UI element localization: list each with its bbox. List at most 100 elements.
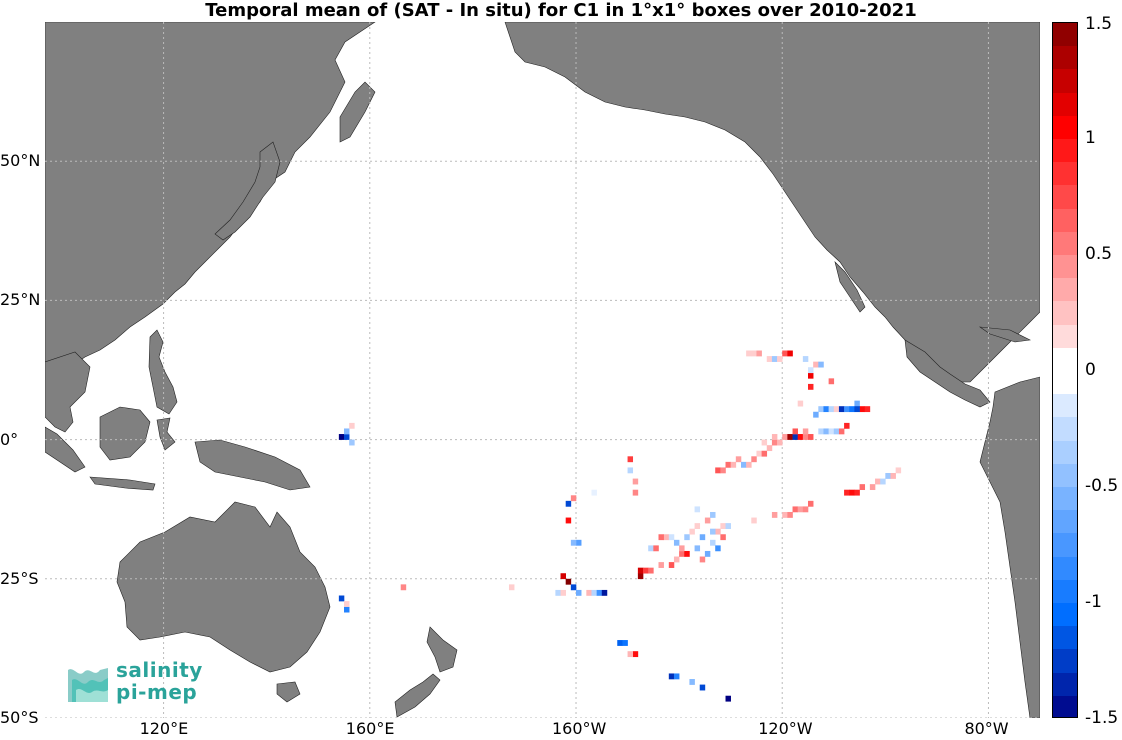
land-indochina	[44, 351, 91, 433]
data-cell	[679, 545, 685, 552]
data-cell	[704, 517, 711, 524]
land-new-zealand-south	[394, 673, 441, 718]
data-cell	[808, 500, 814, 507]
data-cell	[854, 406, 860, 413]
data-cell	[869, 484, 876, 491]
data-cell	[673, 539, 680, 546]
land-sulawesi	[156, 417, 176, 451]
data-cell	[699, 534, 706, 541]
data-cell	[833, 406, 840, 413]
data-cell	[632, 651, 639, 658]
data-cell	[777, 356, 783, 362]
data-cells	[338, 350, 902, 702]
colorbar-segment	[1053, 92, 1077, 117]
data-cell	[653, 545, 659, 552]
data-cell	[746, 350, 752, 357]
data-cell	[818, 428, 824, 435]
data-cell	[751, 456, 757, 463]
data-cell	[818, 406, 824, 413]
colorbar-segment	[1053, 371, 1077, 396]
land-sumatra	[44, 426, 86, 473]
colorbar-tick-label: 1	[1085, 128, 1096, 148]
data-cell	[735, 456, 742, 463]
data-cell	[895, 467, 902, 474]
data-cell	[344, 434, 350, 440]
data-cell	[890, 473, 896, 479]
data-cell	[710, 528, 716, 535]
data-cell	[808, 434, 814, 440]
colorbar-tick-label: -0.5	[1085, 476, 1119, 496]
data-cell	[730, 461, 737, 468]
colorbar-segment	[1053, 510, 1077, 535]
data-cell	[797, 506, 804, 513]
data-cell	[813, 361, 819, 368]
land-baja	[834, 261, 866, 313]
colorbar-segment	[1053, 672, 1077, 697]
data-cell	[673, 673, 680, 680]
data-cell	[715, 545, 721, 552]
data-cell	[802, 506, 809, 513]
data-cell	[570, 539, 577, 546]
colorbar-segment	[1053, 139, 1077, 164]
land-masses	[44, 21, 1041, 719]
data-cell	[601, 589, 608, 596]
colorbar-segment	[1053, 255, 1077, 280]
data-cell	[560, 573, 566, 580]
data-cell	[344, 606, 350, 613]
wave-logo-icon	[68, 668, 108, 702]
data-cell	[787, 511, 793, 518]
colorbar-tick-label: -1	[1085, 592, 1102, 612]
map-panel	[44, 21, 1041, 719]
data-cell	[596, 589, 603, 596]
lat-tick-label: 25°N	[0, 290, 41, 310]
colorbar-segment	[1053, 487, 1077, 512]
data-cell	[648, 567, 654, 574]
data-cell	[658, 534, 664, 541]
colorbar-tick-label: 0	[1085, 360, 1096, 380]
data-cell	[802, 356, 809, 362]
data-cell	[679, 550, 685, 557]
data-cell	[632, 478, 639, 485]
data-cell	[684, 534, 690, 541]
data-cell	[849, 489, 855, 496]
data-cell	[782, 350, 788, 357]
data-cell	[663, 534, 670, 541]
data-cell	[694, 506, 701, 513]
colorbar-segment	[1053, 185, 1077, 210]
data-cell	[833, 428, 840, 435]
data-cell	[880, 478, 886, 485]
colorbar	[1052, 22, 1078, 718]
land-japan	[214, 141, 281, 241]
colorbar-segment	[1053, 278, 1077, 303]
data-cell	[828, 406, 835, 413]
data-cell	[828, 378, 835, 385]
data-cell	[756, 350, 762, 357]
colorbar-segment	[1053, 208, 1077, 233]
lon-tick-label: 160°W	[552, 719, 607, 738]
data-cell	[792, 434, 798, 440]
data-cell	[565, 500, 572, 507]
data-cell	[782, 511, 788, 518]
data-cell	[673, 556, 680, 563]
colorbar-segment	[1053, 626, 1077, 651]
data-cell	[338, 595, 345, 602]
data-cell	[844, 406, 850, 413]
lat-tick-label: 50°S	[0, 708, 39, 727]
data-cell	[854, 400, 860, 407]
data-cell	[684, 550, 690, 557]
data-cell	[746, 461, 752, 468]
data-cell	[694, 523, 701, 529]
data-cell	[576, 589, 582, 596]
colorbar-segment	[1053, 115, 1077, 140]
colorbar-segment	[1053, 301, 1077, 326]
data-cell	[797, 434, 804, 440]
data-cell	[808, 367, 814, 374]
colorbar-segment	[1053, 440, 1077, 465]
logo-text-pi-mep: pi-mep	[116, 680, 198, 704]
land-tasmania	[276, 681, 301, 703]
data-cell	[648, 545, 654, 552]
colorbar-segment	[1053, 695, 1077, 717]
data-cell	[570, 495, 577, 502]
data-cell	[838, 406, 845, 413]
data-cell	[802, 428, 809, 435]
